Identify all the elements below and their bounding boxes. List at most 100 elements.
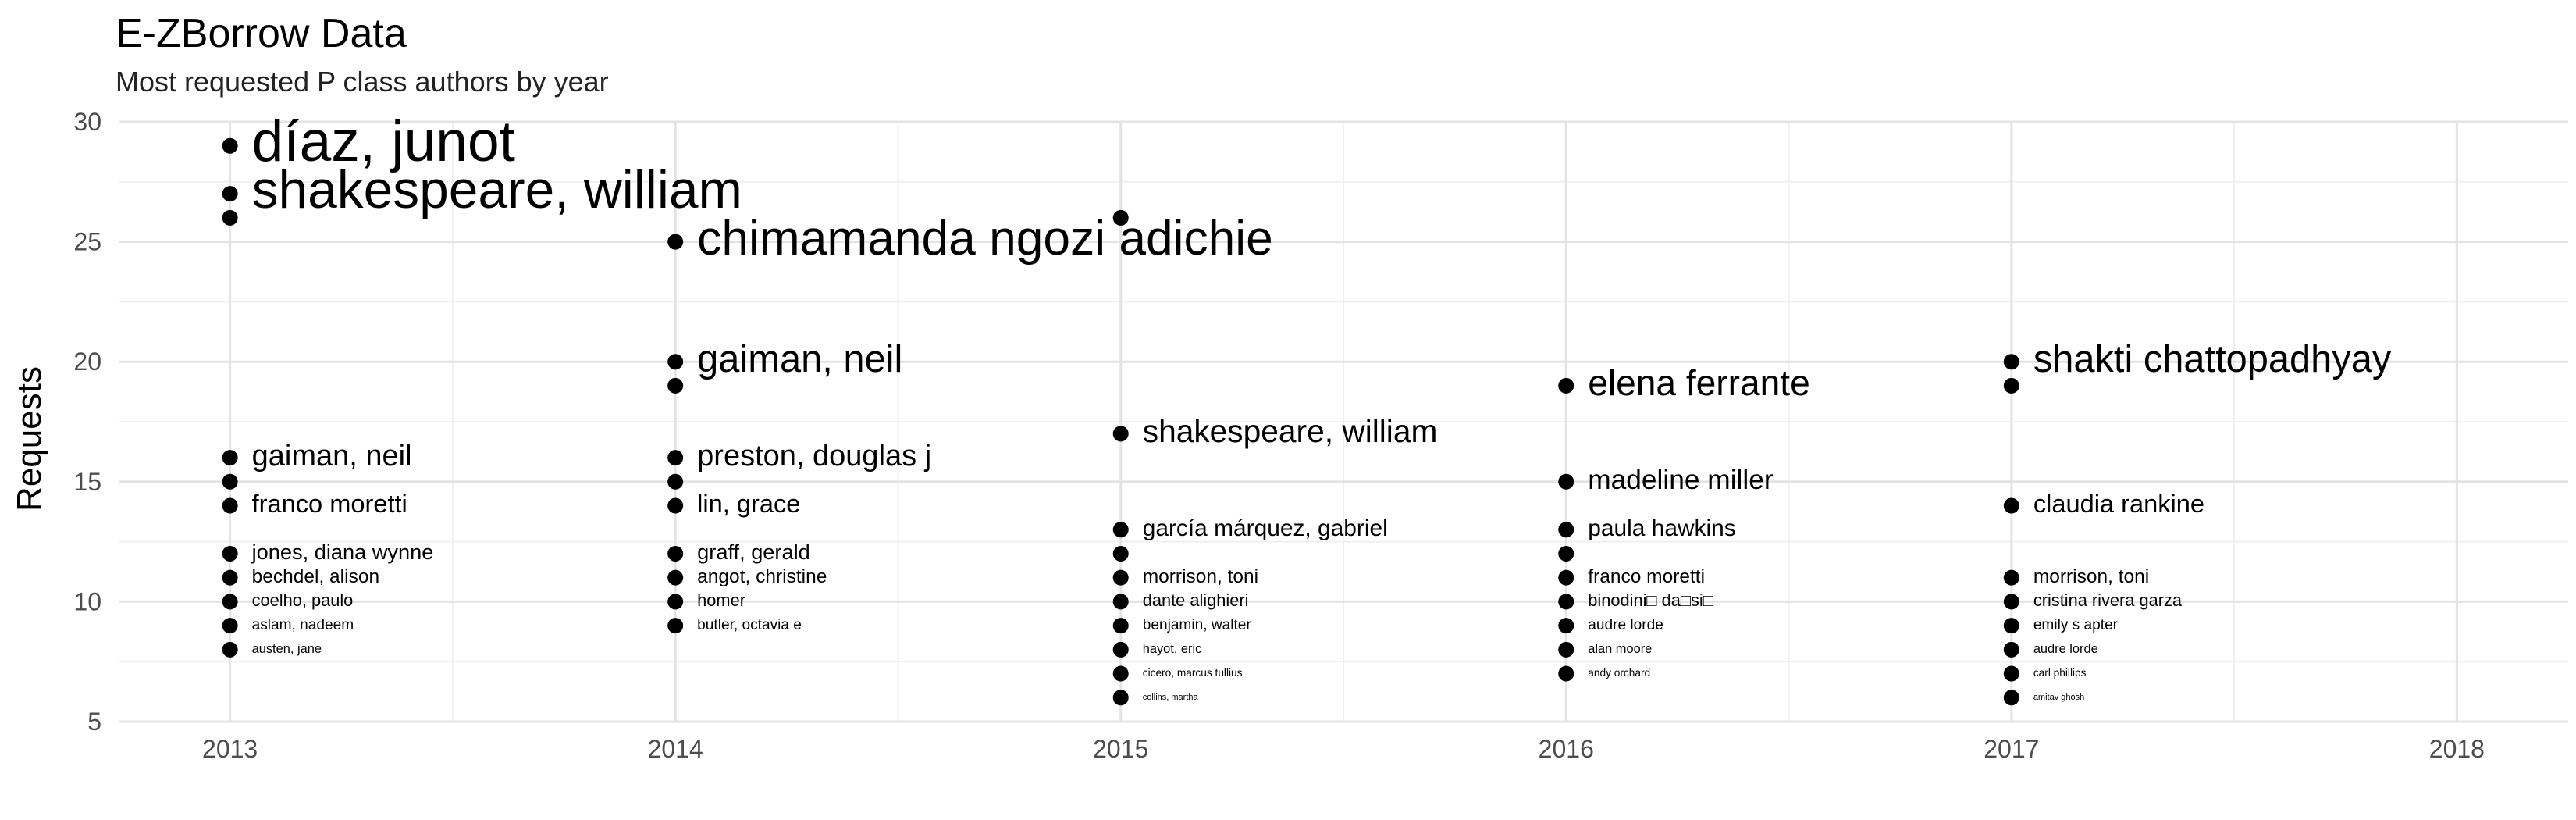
data-label: emily s apter [2033,617,2119,633]
data-point [1558,594,1574,610]
data-point [2003,377,2019,394]
data-point [2003,641,2019,658]
data-label: gaiman, neil [252,440,412,472]
data-label: carl phillips [2033,667,2087,679]
data-label: cristina rivera garza [2033,590,2183,610]
data-point [1112,545,1129,562]
x-tick-label: 2018 [2429,735,2485,763]
data-point [1558,569,1574,586]
data-label: collins, martha [1143,693,1199,702]
data-point [2003,665,2019,682]
data-point [222,497,238,514]
axis-tick-labels: 2013 2014 2015 2016 2017 2018 5 10 15 20 25 30 [73,108,2485,763]
data-point [1112,618,1129,634]
data-point [222,209,238,226]
data-label: graff, gerald [697,540,810,564]
data-point [667,234,684,250]
data-label: cicero, marcus tullius [1143,667,1243,679]
data-label: claudia rankine [2033,489,2204,518]
x-tick-label: 2017 [1984,735,2039,763]
data-point [1112,665,1129,682]
data-label: audre lorde [1588,617,1663,633]
data-point [222,618,238,634]
data-point [222,473,238,490]
data-label: morrison, toni [1143,566,1258,587]
y-tick-label: 5 [87,708,101,736]
data-label: paula hawkins [1588,515,1735,541]
data-point [2003,618,2019,634]
data-point [667,569,684,586]
data-point [667,354,684,370]
data-label: alan moore [1588,642,1652,656]
data-point [1558,665,1574,682]
data-point [667,594,684,610]
data-label: jones, diana wynne [251,540,434,564]
data-point [222,594,238,610]
y-tick-label: 10 [73,587,101,615]
data-label: shakespeare, william [252,161,742,219]
data-label: díaz, junot [252,110,515,173]
chart-title: E-ZBorrow Data [116,11,407,56]
data-label: benjamin, walter [1143,617,1252,633]
data-point [1112,426,1129,442]
data-point [222,569,238,586]
data-label: preston, douglas j [697,440,931,472]
data-label: franco moretti [1588,566,1705,587]
data-label: homer [697,590,745,610]
data-label: coelho, paulo [252,590,354,610]
data-point [2003,569,2019,586]
data-point [1112,209,1129,226]
data-label: madeline miller [1588,465,1774,495]
data-points [222,137,2019,706]
data-label: bechdel, alison [252,566,379,587]
data-point [667,618,684,634]
data-point [667,450,684,466]
x-tick-label: 2016 [1539,735,1594,763]
data-label: aslam, nadeem [252,617,354,633]
x-tick-label: 2014 [648,735,703,763]
chart-subtitle: Most requested P class authors by year [116,66,609,98]
data-point [2003,690,2019,706]
data-point [222,186,238,202]
data-point [1112,641,1129,658]
data-label: morrison, toni [2033,566,2149,587]
data-label: andy orchard [1588,667,1650,679]
data-label: amitav ghosh [2033,693,2084,702]
data-label: butler, octavia e [697,617,802,633]
data-label: garcía márquez, gabriel [1143,515,1388,541]
data-point [667,497,684,514]
x-tick-label: 2013 [202,735,258,763]
data-point [1558,377,1574,394]
data-point [1112,569,1129,586]
data-label: dante alighieri [1143,590,1249,610]
data-point [2003,354,2019,370]
data-label: angot, christine [697,566,827,587]
data-point [1112,594,1129,610]
data-point [222,545,238,562]
data-point [1558,473,1574,490]
data-label: shakti chattopadhyay [2033,338,2392,380]
y-tick-label: 15 [73,468,101,496]
data-point [1558,545,1574,562]
data-point [667,473,684,490]
x-tick-label: 2015 [1093,735,1148,763]
data-label: elena ferrante [1588,362,1809,403]
y-axis-title: Requests [10,366,48,512]
data-point [1112,690,1129,706]
data-point [222,137,238,154]
data-point [222,450,238,466]
data-point [667,377,684,394]
data-label: franco moretti [252,489,407,518]
data-label: austen, jane [252,642,322,656]
data-point [1558,618,1574,634]
data-label: lin, grace [697,489,800,518]
data-label: hayot, eric [1143,642,1202,656]
y-tick-label: 20 [73,348,101,376]
y-tick-label: 30 [73,108,101,136]
data-point [2003,497,2019,514]
data-label: audre lorde [2033,642,2098,656]
data-point [1558,522,1574,538]
data-point [222,641,238,658]
